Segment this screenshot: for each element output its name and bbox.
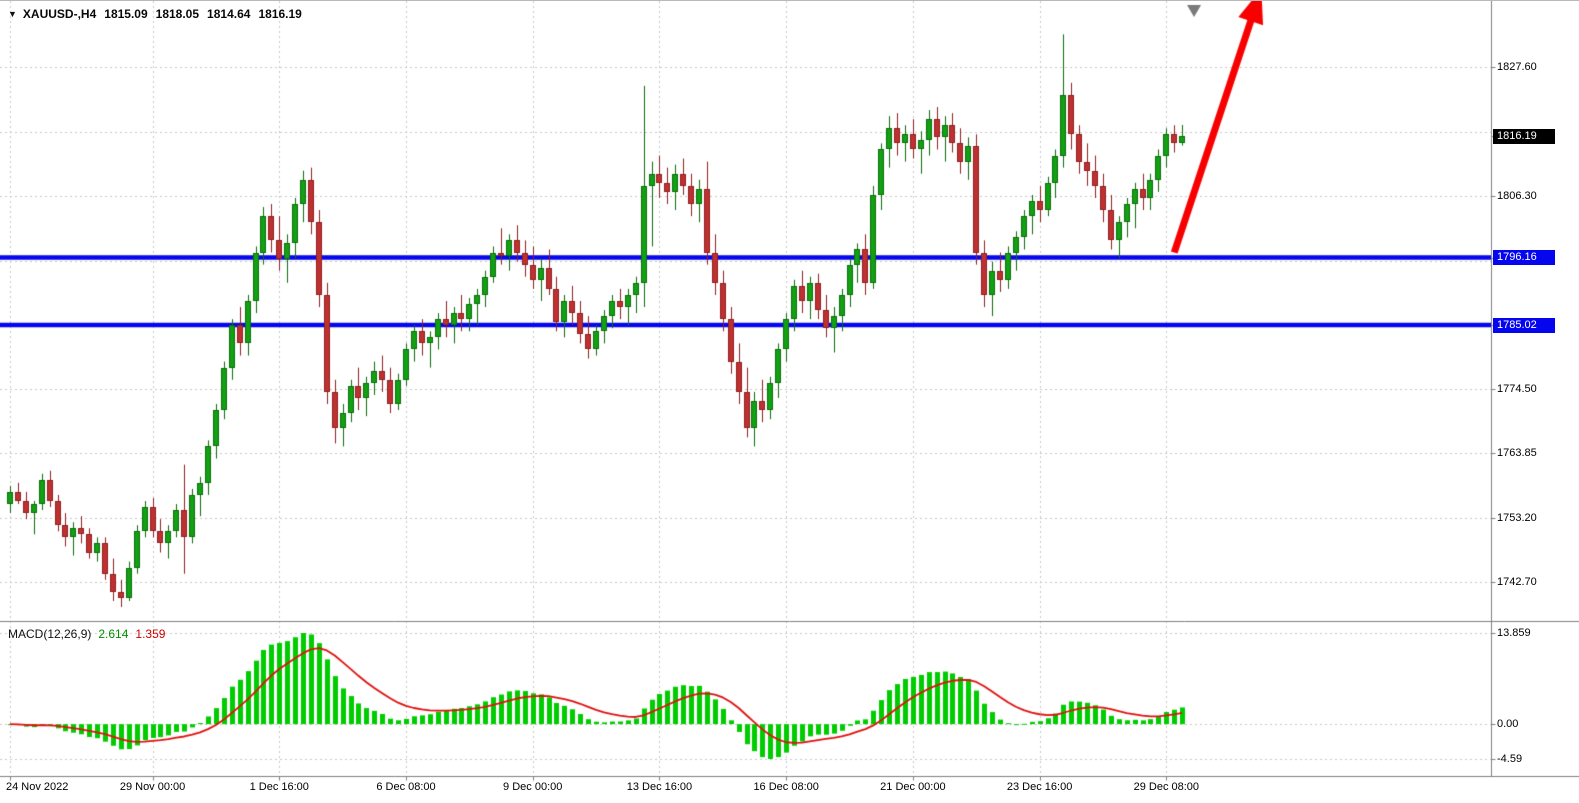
time-axis-label: 29 Dec 08:00 (1133, 781, 1200, 793)
time-axis-label: 13 Dec 16:00 (626, 781, 693, 793)
macd-axis-label: 0.00 (1497, 718, 1519, 731)
time-axis-label: 23 Dec 16:00 (1006, 781, 1073, 793)
price-axis-label: 1774.50 (1497, 382, 1537, 395)
price-badge-support-line-level: 1785.02 (1493, 317, 1555, 333)
collapse-ohlc-icon[interactable]: ▼ (8, 9, 17, 19)
price-badge-last-price: 1816.19 (1493, 128, 1555, 144)
price-axis-label: 1753.20 (1497, 511, 1537, 524)
price-axis-label: 1763.85 (1497, 447, 1537, 460)
price-badge-resistance-line-level: 1796.16 (1493, 250, 1555, 266)
chart-ohlc-header: ▼ XAUUSD-,H4 1815.09 1818.05 1814.64 181… (8, 7, 302, 21)
close-value: 1816.19 (258, 7, 302, 21)
time-axis-label: 6 Dec 08:00 (376, 781, 436, 793)
macd-axis-label: -4.59 (1497, 753, 1523, 765)
symbol-timeframe-label: XAUUSD-,H4 (22, 7, 97, 21)
high-value: 1818.05 (155, 7, 200, 21)
macd-name: MACD(12,26,9) (8, 627, 92, 641)
time-axis-label: 24 Nov 2022 (6, 781, 69, 793)
time-axis-label: 29 Nov 00:00 (119, 781, 186, 793)
open-value: 1815.09 (104, 7, 148, 21)
macd-signal-value: 1.359 (135, 627, 166, 641)
price-axis-label: 1827.60 (1497, 61, 1537, 74)
macd-axis-label: 13.859 (1497, 627, 1531, 639)
price-axis-label: 1742.70 (1497, 575, 1537, 588)
time-axis-label: 9 Dec 00:00 (503, 781, 563, 793)
time-axis-label: 21 Dec 00:00 (880, 781, 946, 793)
time-axis-label: 1 Dec 16:00 (249, 781, 309, 793)
price-axis-label: 1806.30 (1497, 190, 1537, 203)
time-axis-label: 16 Dec 08:00 (753, 781, 819, 793)
low-value: 1814.64 (207, 7, 251, 21)
macd-value: 2.614 (98, 627, 129, 641)
macd-indicator-label: MACD(12,26,9) 2.614 1.359 (8, 627, 165, 641)
